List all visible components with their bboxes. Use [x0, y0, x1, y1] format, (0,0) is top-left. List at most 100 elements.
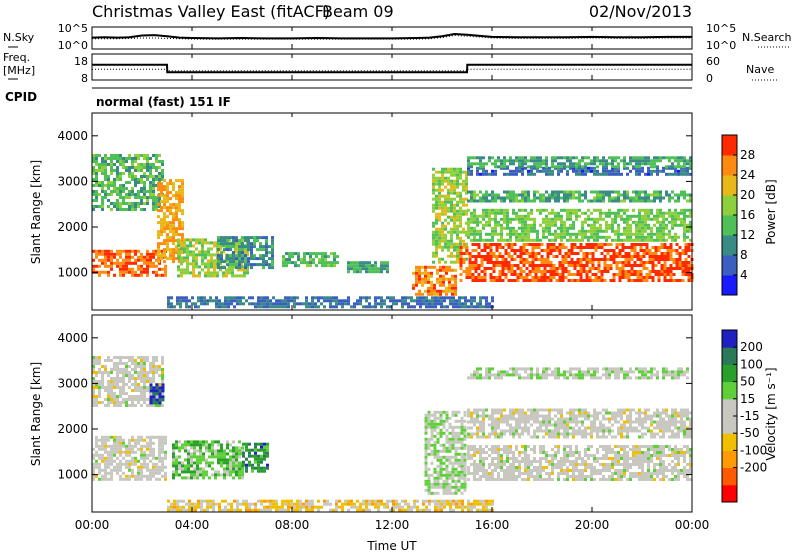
power-cell: [501, 264, 505, 267]
power-cell: [359, 296, 362, 300]
power-cell: [95, 154, 98, 157]
vel-cell: [448, 482, 452, 486]
power-cell: [250, 257, 253, 261]
vel-cell: [445, 434, 449, 438]
power-cell: [491, 208, 494, 212]
vel-cell: [149, 371, 152, 374]
power-cell: [441, 230, 444, 234]
power-cell: [566, 211, 569, 215]
power-cell: [438, 185, 441, 189]
power-cell: [669, 267, 673, 270]
vel-cell: [158, 395, 162, 399]
power-cell: [389, 296, 392, 300]
power-cell: [172, 182, 175, 186]
power-cell: [627, 264, 631, 267]
power-cell: [569, 214, 572, 218]
power-cell: [204, 241, 207, 245]
power-cell: [386, 261, 389, 265]
vel-cell: [260, 457, 263, 461]
power-cell: [438, 242, 441, 246]
vel-cell: [155, 359, 158, 362]
power-cell: [161, 249, 164, 253]
power-cell: [471, 255, 475, 258]
power-cell: [677, 159, 680, 163]
power-cell: [678, 258, 682, 261]
vel-cell: [439, 422, 443, 426]
vel-cell: [107, 389, 110, 392]
power-cell: [92, 184, 95, 187]
power-cell: [563, 199, 566, 203]
vel-cell: [146, 462, 149, 466]
power-cell: [356, 264, 359, 268]
vel-cell: [122, 356, 125, 359]
power-cell: [140, 208, 143, 211]
power-cell: [479, 305, 482, 309]
power-cell: [207, 265, 210, 269]
power-cell: [513, 258, 517, 261]
vel-cell: [92, 477, 95, 481]
power-cell: [599, 172, 602, 176]
power-cell: [501, 270, 505, 273]
vel-cell: [460, 437, 464, 441]
vel-cell: [217, 461, 220, 465]
power-cell: [627, 255, 631, 258]
vel-cell: [220, 446, 223, 450]
vel-cell: [238, 473, 241, 477]
power-cell: [447, 176, 450, 180]
power-cell: [659, 220, 662, 224]
power-cell: [306, 261, 309, 265]
power-cell: [444, 212, 447, 216]
power-cell: [560, 232, 563, 236]
power-cell: [444, 224, 447, 228]
vel-cell: [427, 488, 431, 492]
power-cell: [456, 242, 459, 246]
power-cell: [605, 229, 608, 233]
power-cell: [644, 214, 647, 218]
power-cell: [333, 261, 336, 265]
power-cell: [269, 305, 272, 309]
power-cell: [271, 257, 274, 261]
power-cell: [518, 193, 521, 197]
power-cell: [527, 159, 530, 163]
power-cell: [459, 224, 462, 228]
power-cell: [662, 214, 665, 218]
power-cell: [603, 270, 607, 273]
power-cell: [222, 271, 225, 275]
power-cell: [521, 162, 524, 166]
power-cell: [545, 190, 548, 194]
power-cell: [582, 267, 586, 270]
power-cell: [104, 175, 107, 178]
power-cell: [232, 245, 235, 249]
power-cell: [617, 235, 620, 239]
power-cell: [545, 165, 548, 169]
power-cell: [204, 274, 207, 278]
vel-region: [149, 383, 165, 405]
vel-cell: [226, 446, 229, 450]
vel-cell: [128, 438, 131, 442]
vel-cell: [113, 465, 116, 469]
power-cell: [445, 268, 448, 272]
power-cell: [125, 249, 128, 253]
power-cell: [645, 267, 649, 270]
power-cell: [576, 252, 580, 255]
power-cell: [454, 277, 457, 281]
power-cell: [125, 193, 128, 196]
vel-cell: [131, 377, 134, 380]
power-cell: [587, 238, 590, 242]
vel-cell: [463, 413, 467, 417]
power-cell: [95, 160, 98, 163]
power-cell: [590, 211, 593, 215]
power-cell: [158, 199, 161, 202]
power-cell: [566, 226, 569, 230]
power-cell: [383, 299, 386, 303]
power-cell: [143, 193, 146, 196]
vel-cell: [131, 368, 134, 371]
power-cell: [530, 208, 533, 212]
power-cell: [441, 233, 444, 237]
power-cell: [131, 157, 134, 160]
power-cell: [528, 279, 532, 282]
vel-cell: [131, 383, 134, 386]
power-cell: [599, 159, 602, 163]
vel-cell: [445, 467, 449, 471]
power-cell: [241, 248, 244, 252]
